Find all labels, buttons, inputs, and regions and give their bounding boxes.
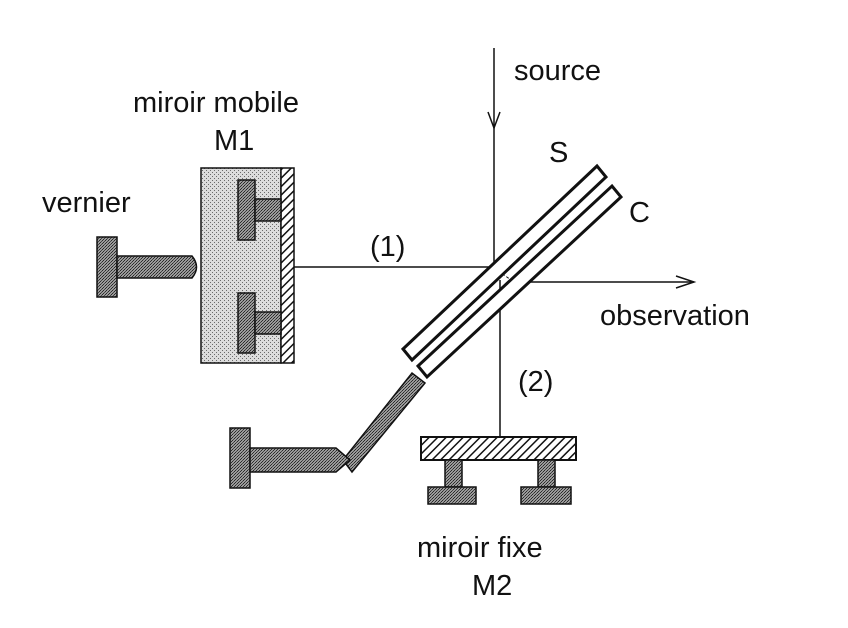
label-s: S — [549, 137, 568, 169]
label-m1: M1 — [214, 125, 254, 157]
label-vernier: vernier — [42, 187, 131, 219]
label-miroir-mobile: miroir mobile — [133, 87, 299, 119]
label-beam-2: (2) — [518, 366, 553, 398]
label-m2: M2 — [472, 570, 512, 602]
mobile-mirror-m1 — [200, 167, 295, 364]
beamsplitter-adjust-screw — [229, 371, 427, 489]
source-beam — [487, 48, 501, 268]
beamsplitter-s — [400, 163, 609, 363]
label-miroir-fixe: miroir fixe — [417, 532, 543, 564]
compensator-c — [415, 183, 624, 380]
label-source: source — [514, 55, 601, 87]
label-observation: observation — [600, 300, 750, 332]
vernier-screw — [96, 236, 198, 298]
label-c: C — [629, 197, 650, 229]
fixed-mirror-m2 — [420, 436, 577, 505]
label-beam-1: (1) — [370, 231, 405, 263]
mobile-mirror-surface — [280, 167, 295, 364]
fixed-mirror-surface — [420, 436, 577, 461]
